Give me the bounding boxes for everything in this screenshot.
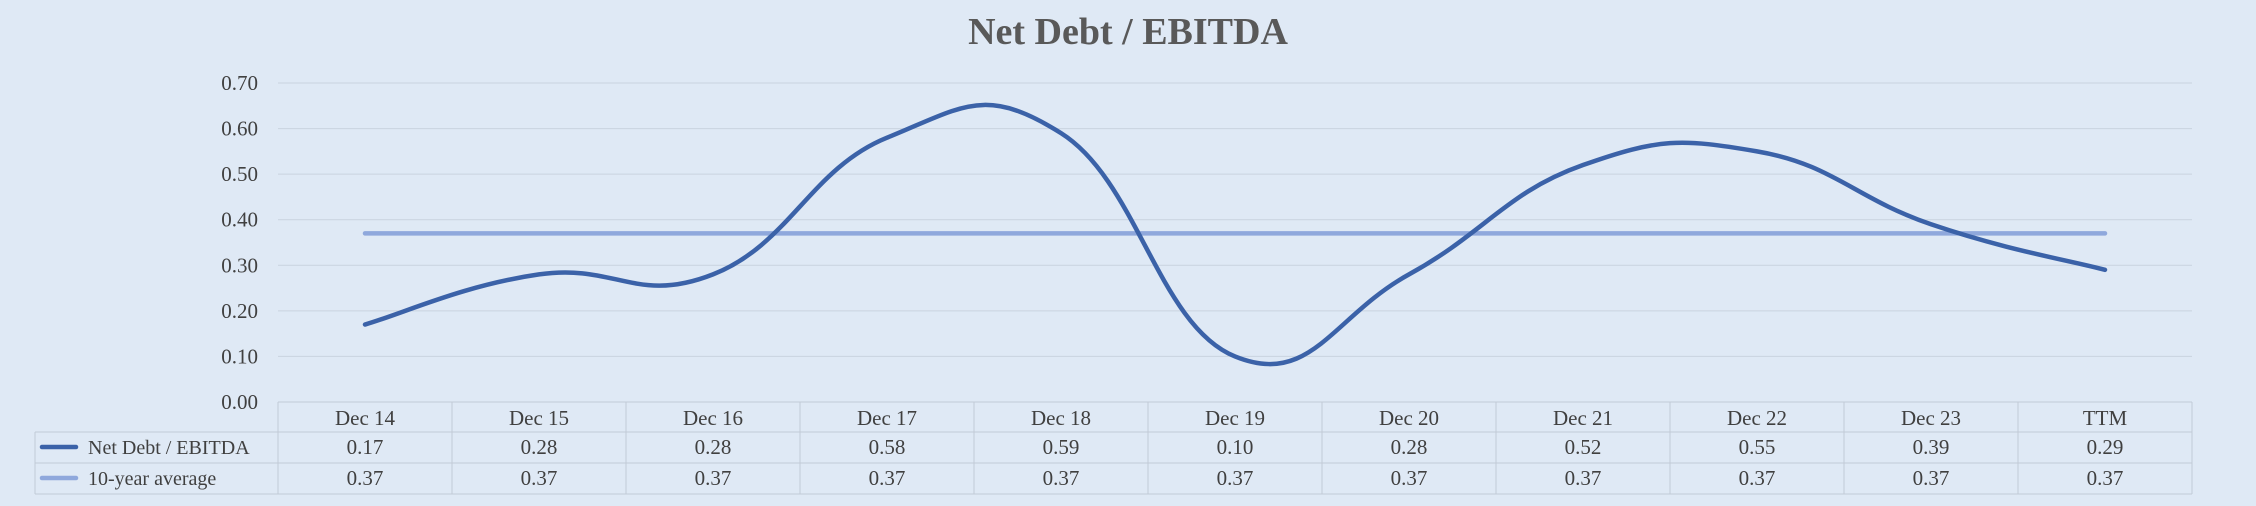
data-table-value: 0.37 (1391, 466, 1428, 490)
data-table-value: 0.37 (521, 466, 558, 490)
category-label: TTM (2083, 406, 2128, 430)
data-table-value: 0.39 (1913, 435, 1950, 459)
chart-title: Net Debt / EBITDA (968, 11, 1288, 53)
legend-label: Net Debt / EBITDA (88, 437, 250, 459)
category-label: Dec 15 (509, 406, 569, 430)
y-tick-label: 0.30 (221, 253, 258, 277)
data-table-value: 0.37 (1043, 466, 1080, 490)
category-label: Dec 18 (1031, 406, 1091, 430)
data-table-value: 0.28 (521, 435, 558, 459)
category-label: Dec 23 (1901, 406, 1961, 430)
legend-label: 10-year average (88, 468, 216, 490)
data-table-value: 0.17 (347, 435, 384, 459)
category-label: Dec 16 (683, 406, 743, 430)
data-table-value: 0.37 (1565, 466, 1602, 490)
category-label: Dec 19 (1205, 406, 1265, 430)
data-table-value: 0.55 (1739, 435, 1776, 459)
data-table-value: 0.28 (1391, 435, 1428, 459)
data-table-value: 0.37 (1739, 466, 1776, 490)
category-label: Dec 21 (1553, 406, 1613, 430)
data-table-value: 0.37 (2087, 466, 2124, 490)
y-tick-label: 0.70 (221, 71, 258, 95)
data-table-value: 0.10 (1217, 435, 1254, 459)
y-tick-label: 0.10 (221, 344, 258, 368)
data-table-value: 0.37 (869, 466, 906, 490)
data-table-value: 0.58 (869, 435, 906, 459)
y-tick-label: 0.00 (221, 390, 258, 414)
data-table-value: 0.37 (1217, 466, 1254, 490)
y-tick-label: 0.20 (221, 299, 258, 323)
category-label: Dec 20 (1379, 406, 1439, 430)
series-line (362, 102, 2108, 367)
category-label: Dec 22 (1727, 406, 1787, 430)
y-tick-label: 0.50 (221, 162, 258, 186)
y-tick-label: 0.40 (221, 208, 258, 232)
data-table-value: 0.29 (2087, 435, 2124, 459)
data-table-value: 0.52 (1565, 435, 1602, 459)
data-table-value: 0.37 (695, 466, 732, 490)
category-label: Dec 14 (335, 406, 396, 430)
data-table-value: 0.37 (347, 466, 384, 490)
data-table-value: 0.37 (1913, 466, 1950, 490)
category-label: Dec 17 (857, 406, 917, 430)
data-table-value: 0.28 (695, 435, 732, 459)
data-table-value: 0.59 (1043, 435, 1080, 459)
y-tick-label: 0.60 (221, 117, 258, 141)
